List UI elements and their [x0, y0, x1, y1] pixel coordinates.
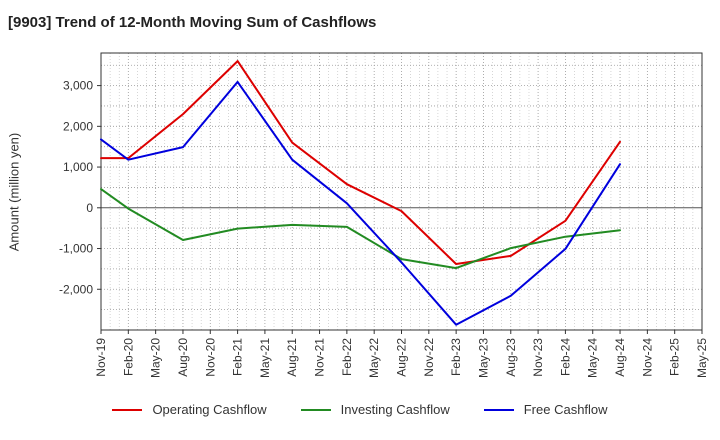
series-line-operating-cashflow — [100, 60, 621, 265]
x-axis-ticks: Nov-19 Feb-20 May-20 Aug-20 Nov-20 Feb-21 May-… — [94, 330, 709, 378]
legend-item-investing: Investing Cashflow — [300, 402, 450, 417]
x-tick-label-13: Feb-23 — [449, 338, 463, 376]
grid-lines — [100, 53, 703, 331]
x-tick-label-0: Nov-19 — [94, 338, 108, 377]
x-tick-label-5: Feb-21 — [231, 338, 245, 376]
series-line-investing-cashflow — [100, 188, 621, 270]
x-tick-label-10: May-22 — [367, 338, 381, 378]
x-tick-label-20: Nov-24 — [640, 338, 654, 377]
x-tick-label-18: May-24 — [586, 338, 600, 378]
x-tick-label-19: Aug-24 — [613, 338, 627, 377]
x-tick-label-16: Nov-23 — [531, 338, 545, 377]
x-tick-label-4: Nov-20 — [203, 338, 217, 377]
x-tick-label-8: Nov-21 — [313, 338, 327, 377]
y-axis-ticks: 3,000 2,000 1,000 0 -1,000 -2,000 — [59, 79, 101, 296]
x-tick-label-22: May-25 — [695, 338, 709, 378]
x-tick-label-21: Feb-25 — [668, 338, 682, 376]
legend-swatch-investing — [300, 408, 331, 411]
x-tick-label-17: Feb-24 — [558, 338, 572, 376]
line-chart: 3,000 2,000 1,000 0 -1,000 -2,000 Nov-19 Feb-2… — [59, 52, 709, 378]
series-lines — [100, 60, 621, 326]
x-tick-label-3: Aug-20 — [176, 338, 190, 377]
legend-swatch-operating — [112, 408, 143, 411]
x-tick-label-7: Aug-21 — [285, 338, 299, 377]
chart-title: [9903] Trend of 12-Month Moving Sum of C… — [8, 14, 377, 31]
x-tick-label-9: Feb-22 — [340, 338, 354, 376]
y-tick-label-5: -2,000 — [59, 282, 93, 296]
legend-label-operating: Operating Cashflow — [152, 402, 267, 417]
legend-item-operating: Operating Cashflow — [112, 402, 267, 417]
series-line-free-cashflow — [100, 80, 621, 326]
y-tick-label-4: -1,000 — [59, 242, 93, 256]
legend-label-investing: Investing Cashflow — [340, 402, 450, 417]
x-tick-label-14: May-23 — [476, 338, 490, 378]
x-tick-label-2: May-20 — [149, 338, 163, 378]
legend-item-free: Free Cashflow — [483, 402, 608, 417]
legend-swatch-free — [483, 408, 514, 411]
y-tick-label-3: 0 — [86, 201, 93, 215]
x-tick-label-12: Nov-22 — [422, 338, 436, 377]
x-tick-label-1: Feb-20 — [121, 338, 135, 376]
legend-label-free: Free Cashflow — [523, 402, 608, 417]
x-tick-label-6: May-21 — [258, 338, 272, 378]
y-tick-label-2: 1,000 — [63, 160, 93, 174]
legend: Operating Cashflow Investing Cashflow Fr… — [0, 402, 720, 417]
y-tick-label-0: 3,000 — [63, 79, 93, 93]
x-tick-label-15: Aug-23 — [504, 338, 518, 377]
y-tick-label-1: 2,000 — [63, 119, 93, 133]
x-tick-label-11: Aug-22 — [395, 338, 409, 377]
